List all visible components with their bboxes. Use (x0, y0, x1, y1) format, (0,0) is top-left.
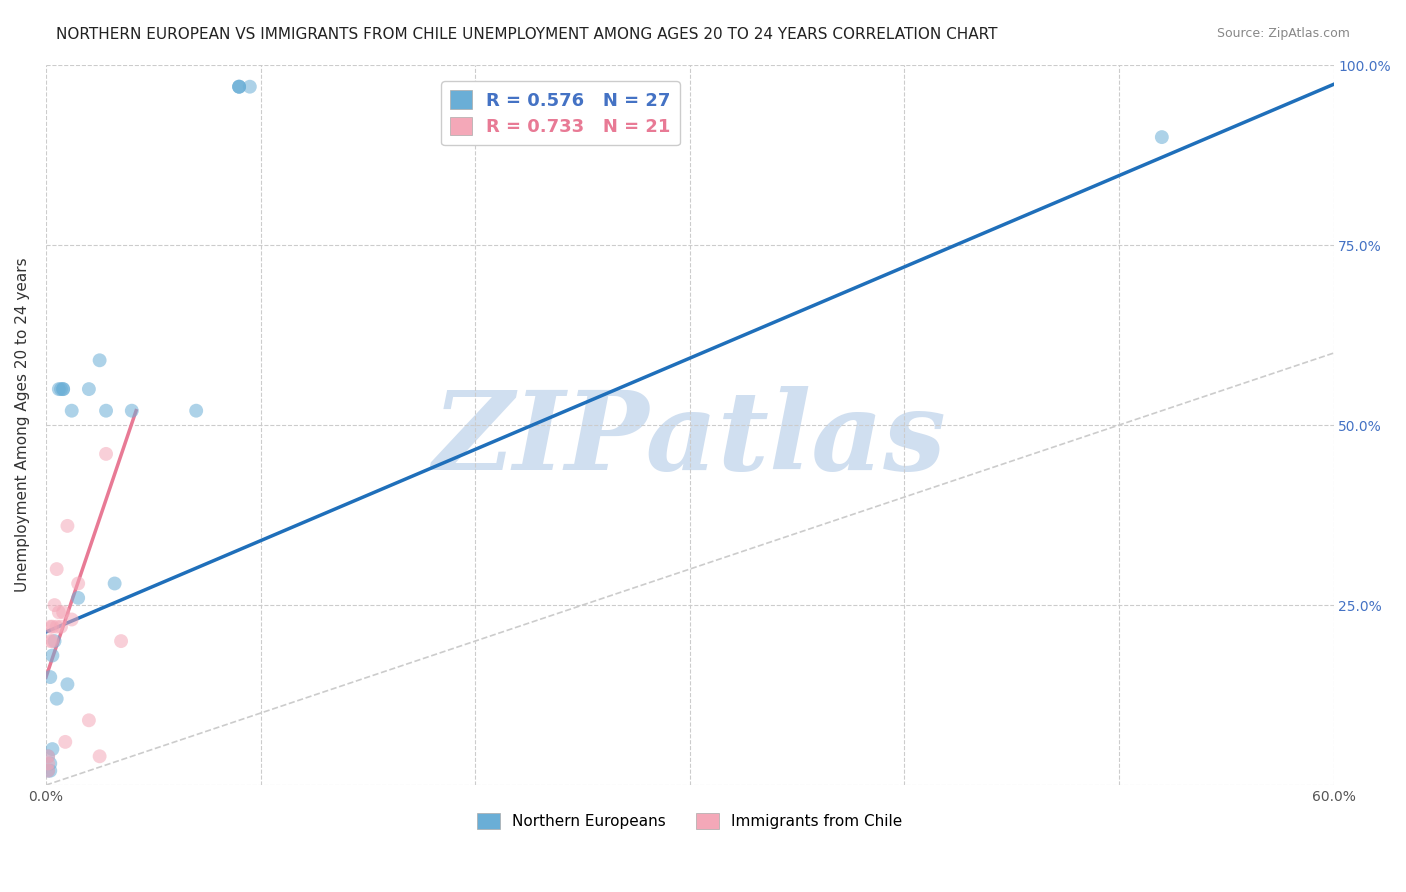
Point (228, 79, 250, 94)
Point (37, 749, 59, 764)
Point (228, 79, 250, 94)
Point (239, 79, 262, 94)
Point (45, 620, 67, 634)
Point (52, 382, 75, 396)
Point (37, 764, 59, 778)
Point (228, 79, 250, 94)
Point (41, 634, 63, 648)
Point (49, 382, 72, 396)
Point (67, 591, 90, 605)
Point (45, 691, 67, 706)
Point (77, 382, 100, 396)
Point (121, 403, 143, 417)
Point (60, 403, 83, 417)
Point (37, 764, 59, 778)
Point (44, 598, 66, 612)
Point (37, 749, 59, 764)
Point (104, 576, 127, 591)
Point (1150, 130, 1173, 145)
Point (52, 382, 75, 396)
Text: NORTHERN EUROPEAN VS IMMIGRANTS FROM CHILE UNEMPLOYMENT AMONG AGES 20 TO 24 YEAR: NORTHERN EUROPEAN VS IMMIGRANTS FROM CHI… (56, 27, 998, 42)
Point (110, 634, 132, 648)
Point (67, 576, 90, 591)
Point (41, 648, 63, 663)
Y-axis label: Unemployment Among Ages 20 to 24 years: Unemployment Among Ages 20 to 24 years (15, 258, 30, 592)
Point (44, 634, 66, 648)
Legend: Northern Europeans, Immigrants from Chile: Northern Europeans, Immigrants from Chil… (471, 807, 908, 835)
Point (186, 403, 208, 417)
Point (52, 605, 75, 619)
Point (49, 620, 72, 634)
Text: ZIPatlas: ZIPatlas (433, 385, 946, 493)
Text: Source: ZipAtlas.com: Source: ZipAtlas.com (1216, 27, 1350, 40)
Point (94, 403, 117, 417)
Point (77, 714, 100, 728)
Point (41, 742, 63, 756)
Point (39, 620, 62, 634)
Point (45, 562, 67, 576)
Point (39, 634, 62, 648)
Point (39, 670, 62, 684)
Point (48, 382, 70, 396)
Point (37, 756, 59, 771)
Point (56, 519, 79, 533)
Point (41, 620, 63, 634)
Point (56, 677, 79, 691)
Point (94, 447, 117, 461)
Point (39, 764, 62, 778)
Point (89, 749, 111, 764)
Point (89, 353, 111, 368)
Point (48, 605, 70, 619)
Point (39, 756, 62, 771)
Point (53, 735, 76, 749)
Point (60, 612, 83, 626)
